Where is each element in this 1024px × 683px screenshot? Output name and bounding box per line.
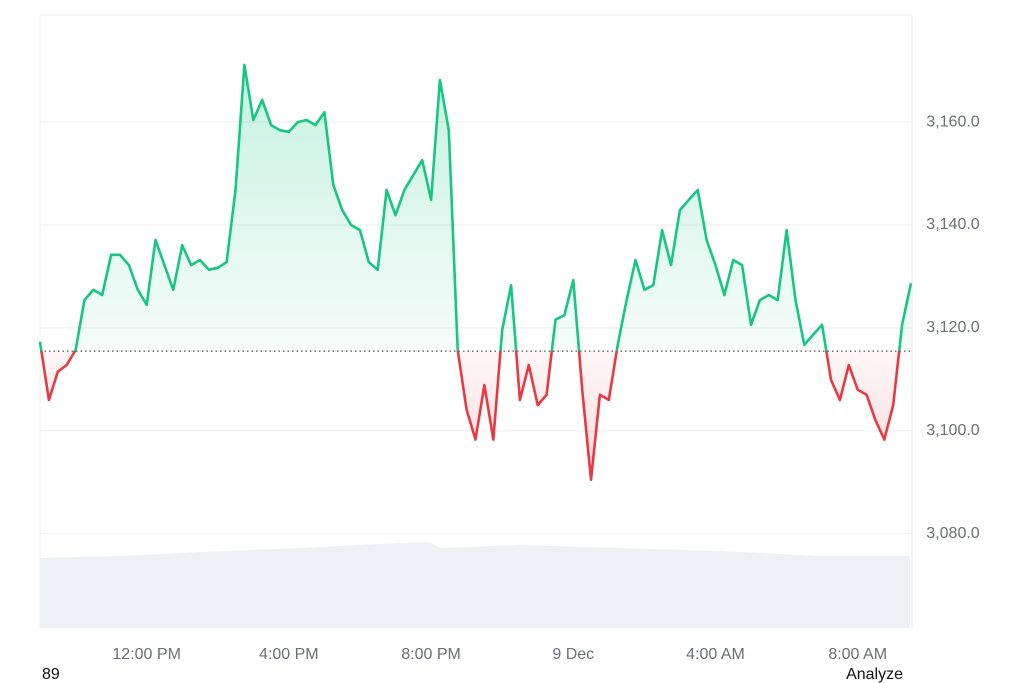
grid: 3,080.0 3,100.0 3,120.0 3,140.0 3,160.0 12:00…	[40, 113, 980, 663]
x-tick-label: 12:00 PM	[112, 646, 180, 663]
x-tick-label: 8:00 AM	[828, 646, 887, 663]
y-tick-label: 3,160.0	[926, 113, 979, 130]
y-tick-label: 3,140.0	[926, 216, 979, 233]
footer-left: 89	[42, 666, 60, 683]
y-tick-label: 3,100.0	[926, 422, 979, 439]
price-line	[38, 63, 913, 482]
footer-right[interactable]: Analyze	[846, 666, 903, 683]
x-tick-label: 8:00 PM	[401, 646, 461, 663]
x-tick-label: 4:00 AM	[686, 646, 745, 663]
y-tick-label: 3,120.0	[926, 319, 979, 336]
x-tick-label: 9 Dec	[552, 646, 594, 663]
plot	[38, 63, 913, 482]
y-tick-label: 3,080.0	[926, 525, 979, 542]
x-tick-label: 4:00 PM	[259, 646, 319, 663]
volume-area	[40, 542, 910, 628]
area	[40, 64, 911, 480]
